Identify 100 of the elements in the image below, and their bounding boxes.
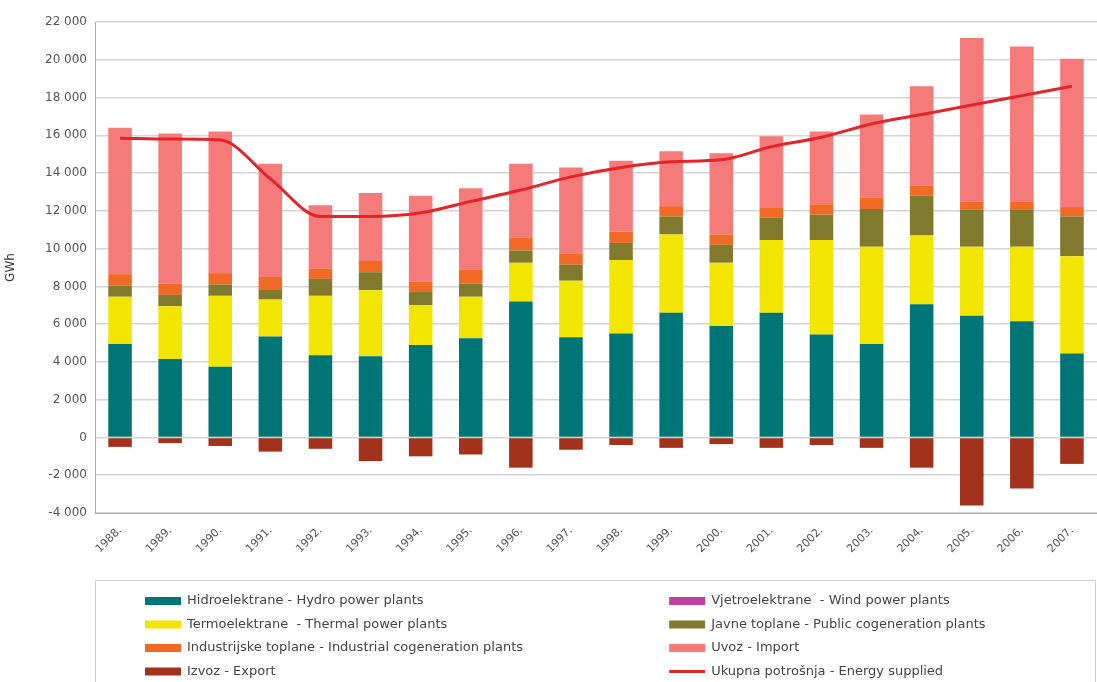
- bar: [959, 209, 984, 247]
- bar: [308, 438, 333, 449]
- legend-label: Industrijske toplane - Industrial cogeneration plants: [187, 639, 524, 655]
- bar: [408, 292, 433, 306]
- bar: [1010, 201, 1034, 210]
- bar: [759, 136, 784, 209]
- bar: [308, 278, 333, 296]
- bar: [959, 38, 984, 202]
- bar: [408, 344, 433, 437]
- bar: [559, 264, 583, 281]
- bar: [559, 280, 583, 338]
- bar: [208, 438, 233, 446]
- bar: [458, 438, 483, 455]
- bar: [1060, 58, 1084, 208]
- y-tick-label: -2 000: [48, 467, 87, 482]
- bar: [609, 438, 633, 446]
- bar: [609, 231, 633, 243]
- bar: [709, 262, 734, 327]
- bar: [809, 334, 834, 437]
- bar: [809, 131, 834, 205]
- y-tick-label: 22 000: [45, 14, 87, 29]
- bar: [909, 304, 934, 437]
- bar: [709, 244, 734, 263]
- bar: [909, 235, 934, 305]
- bar: [959, 315, 984, 437]
- bar: [358, 290, 383, 357]
- bar: [1060, 216, 1084, 257]
- bar: [158, 283, 182, 295]
- bar: [759, 217, 784, 241]
- y-tick-label: 4 000: [52, 354, 87, 369]
- bar: [208, 131, 233, 274]
- legend-label: Javne toplane - Public cogeneration plants: [710, 615, 986, 631]
- bar: [709, 438, 734, 445]
- legend-label: Uvoz - Import: [711, 639, 800, 655]
- bar: [759, 438, 784, 448]
- bar: [759, 240, 784, 313]
- bar: [509, 262, 533, 302]
- bar: [258, 299, 283, 337]
- bar: [659, 206, 683, 217]
- bar: [659, 216, 683, 235]
- bar: [909, 195, 934, 236]
- bar: [108, 127, 132, 275]
- bar: [859, 246, 884, 344]
- y-tick-label: 6 000: [52, 316, 87, 331]
- bar: [358, 260, 383, 273]
- bar: [258, 336, 283, 437]
- y-tick-label: 18 000: [45, 89, 87, 104]
- bar: [759, 312, 784, 437]
- line-series: [118, 84, 1074, 219]
- bar: [408, 195, 433, 282]
- bar: [308, 355, 333, 437]
- bar: [959, 438, 984, 506]
- bar: [358, 356, 383, 437]
- legend-label: Termoelektrane - Thermal power plants: [186, 615, 448, 631]
- bar: [559, 438, 583, 450]
- y-tick-label: 12 000: [45, 202, 87, 217]
- bar: [208, 366, 233, 437]
- bar: [509, 438, 533, 468]
- bar: [659, 312, 683, 437]
- bar: [1060, 256, 1084, 354]
- bar: [308, 295, 333, 356]
- y-axis-title: GWh: [3, 253, 18, 282]
- y-tick-label: 16 000: [45, 127, 87, 142]
- bar: [158, 306, 182, 360]
- bar: [859, 343, 884, 437]
- legend-label: Izvoz - Export: [187, 662, 276, 678]
- bar: [458, 338, 483, 437]
- bar: [609, 160, 633, 232]
- bar: [158, 294, 182, 307]
- y-tick-label: 20 000: [45, 51, 87, 66]
- bar: [809, 240, 834, 335]
- bar: [1060, 353, 1084, 437]
- bar: [258, 163, 283, 277]
- bar: [759, 208, 784, 218]
- bar: [809, 438, 834, 446]
- bar: [358, 438, 383, 462]
- bar: [609, 333, 633, 437]
- bar: [859, 438, 884, 448]
- y-tick-label: 8 000: [52, 278, 87, 293]
- bar: [859, 208, 884, 247]
- bar: [1060, 438, 1084, 464]
- bar: [208, 273, 233, 285]
- bar: [559, 167, 583, 254]
- bar: [208, 284, 233, 296]
- bar: [509, 163, 533, 238]
- bar: [358, 192, 383, 261]
- bar: [158, 359, 182, 437]
- bar: [408, 305, 433, 345]
- bar: [509, 237, 533, 251]
- bar: [659, 438, 683, 448]
- bar: [909, 438, 934, 468]
- legend-label: Hidroelektrane - Hydro power plants: [187, 592, 424, 608]
- bar: [709, 234, 734, 245]
- bar: [258, 276, 283, 290]
- bar: [1010, 246, 1034, 322]
- bar: [659, 151, 683, 207]
- bar: [458, 283, 483, 297]
- bar: [809, 204, 834, 215]
- bar: [559, 253, 583, 265]
- bar: [108, 438, 132, 447]
